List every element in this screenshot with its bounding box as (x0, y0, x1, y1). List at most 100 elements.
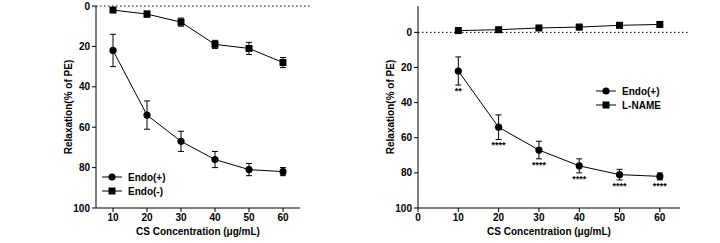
y-tick (414, 32, 418, 33)
error-bar (496, 115, 502, 140)
data-point (576, 162, 583, 169)
x-axis-label: CS Concentration (μg/mL) (136, 226, 260, 237)
series-line (458, 71, 660, 176)
y-tick-label: 60 (401, 132, 413, 143)
error-cap (280, 57, 286, 58)
error-bar (280, 58, 286, 68)
y-tick-label: 40 (401, 97, 413, 108)
error-bar (280, 168, 286, 176)
y-axis (418, 6, 419, 208)
y-tick (414, 102, 418, 103)
significance-label: **** (492, 140, 507, 150)
y-tick (92, 208, 96, 209)
data-point (246, 45, 253, 52)
y-tick-label: 20 (79, 41, 91, 52)
x-axis-label: CS Concentration (μg/mL) (487, 226, 611, 237)
error-cap (246, 42, 252, 43)
error-cap (496, 114, 502, 115)
data-point (535, 24, 542, 31)
x-tick-label: 40 (209, 212, 221, 223)
x-tick-label: 20 (493, 212, 505, 223)
series-line (113, 10, 283, 63)
x-tick-label: 50 (614, 212, 626, 223)
x-tick-label: 30 (175, 212, 187, 223)
x-tick-label: 60 (654, 212, 666, 223)
error-cap (246, 163, 252, 164)
data-point (495, 26, 502, 33)
y-tick (92, 46, 96, 47)
data-point (143, 111, 150, 118)
data-point (616, 171, 623, 178)
error-cap (144, 129, 150, 130)
y-tick (414, 137, 418, 138)
data-point (455, 67, 462, 74)
error-cap (212, 48, 218, 49)
error-cap (280, 67, 286, 68)
error-bar (536, 141, 542, 159)
error-cap (212, 40, 218, 41)
legend-marker (603, 102, 610, 109)
data-point (212, 41, 219, 48)
y-tick (92, 167, 96, 168)
error-bar (576, 24, 582, 29)
data-point (495, 124, 502, 131)
data-point (455, 27, 462, 34)
data-point (178, 19, 185, 26)
significance-label: **** (653, 181, 668, 191)
data-point (280, 59, 287, 66)
error-bar (455, 57, 461, 85)
error-cap (246, 54, 252, 55)
data-point (211, 156, 218, 163)
plot-area (109, 7, 286, 176)
x-tick-label: 30 (533, 212, 545, 223)
x-tick-label: 60 (277, 212, 289, 223)
figure: 020406080100102030405060CS Concentration… (0, 0, 720, 243)
legend-label: L-NAME (622, 100, 661, 111)
error-cap (212, 151, 218, 152)
panel: 020406080100102030405060CS Concentration… (63, 1, 310, 238)
legend-label: Endo(-) (128, 186, 163, 197)
data-point (656, 21, 663, 28)
error-cap (110, 34, 116, 35)
error-cap (110, 66, 116, 67)
y-tick-label: 60 (79, 122, 91, 133)
x-tick-label: 50 (243, 212, 255, 223)
error-cap (178, 151, 184, 152)
significance-label: **** (572, 174, 587, 184)
y-axis (96, 6, 97, 208)
x-axis (418, 208, 680, 209)
data-point (110, 7, 117, 14)
legend: Endo(+)Endo(-) (102, 172, 166, 197)
error-bar (576, 159, 582, 173)
panel: 0204060801000102030405060CS Concentratio… (385, 6, 690, 237)
x-tick-label: 0 (415, 212, 421, 223)
error-bar (212, 151, 218, 167)
data-point (656, 173, 663, 180)
data-point (576, 24, 583, 31)
y-tick-label: 100 (395, 203, 412, 214)
error-bar (657, 173, 663, 180)
y-tick (92, 86, 96, 87)
legend-marker (109, 188, 116, 195)
significance-label: **** (613, 181, 628, 191)
x-tick-label: 10 (107, 212, 119, 223)
data-point (144, 11, 151, 18)
error-cap (212, 167, 218, 168)
y-tick-label: 20 (401, 62, 413, 73)
error-bar (617, 169, 623, 180)
y-tick-label: 40 (79, 81, 91, 92)
error-bar (246, 164, 252, 176)
y-tick-label: 0 (84, 1, 90, 12)
data-point (177, 138, 184, 145)
series-line (113, 50, 283, 171)
error-bar (212, 40, 218, 48)
x-axis (96, 208, 300, 209)
error-bar (617, 23, 623, 28)
y-tick (414, 67, 418, 68)
error-cap (246, 175, 252, 176)
data-point (535, 146, 542, 153)
error-cap (178, 131, 184, 132)
data-point (616, 22, 623, 29)
x-tick-label: 40 (574, 212, 586, 223)
error-bar (178, 18, 184, 26)
